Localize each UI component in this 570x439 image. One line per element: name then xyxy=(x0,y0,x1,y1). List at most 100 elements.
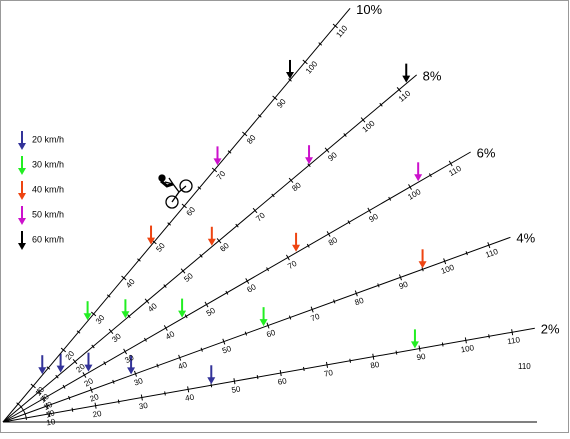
minor-tick xyxy=(288,78,292,82)
tick-mark xyxy=(48,410,51,417)
tick-label: 40 xyxy=(177,360,189,372)
minor-tick xyxy=(112,379,115,384)
ray-label: 8% xyxy=(423,68,442,83)
arrow-head xyxy=(147,237,156,245)
tick-label: 70 xyxy=(323,368,334,379)
tick-label: 90 xyxy=(416,352,427,363)
speed-arrow xyxy=(84,352,93,372)
speed-arrow xyxy=(305,145,314,165)
tick-mark xyxy=(180,268,186,274)
arrow-head xyxy=(213,158,222,166)
tick-mark xyxy=(140,394,143,401)
minor-tick xyxy=(25,415,27,420)
minor-tick xyxy=(137,258,141,262)
tick-mark xyxy=(211,167,218,173)
minor-tick xyxy=(156,363,159,368)
tick-label: 100 xyxy=(440,263,456,276)
tick-mark xyxy=(242,131,248,137)
tick-mark xyxy=(354,290,358,297)
minor-tick xyxy=(421,267,424,272)
arrow-head xyxy=(207,238,216,246)
minor-tick xyxy=(257,114,262,118)
speed-arrow xyxy=(418,249,427,269)
ray xyxy=(2,74,417,423)
tick-label: 50 xyxy=(231,384,242,395)
tick-label: 60 xyxy=(277,376,288,387)
minor-tick xyxy=(225,290,229,295)
extra-label: 110 xyxy=(518,362,531,371)
legend-arrow xyxy=(18,181,26,200)
tick-label: 20 xyxy=(92,409,103,420)
arrow-head xyxy=(18,168,26,175)
tick-mark xyxy=(464,337,467,344)
minor-tick xyxy=(199,253,203,258)
arrow-head xyxy=(178,310,187,318)
minor-tick xyxy=(164,391,166,396)
tick-mark xyxy=(418,345,421,352)
legend-label: 30 km/h xyxy=(32,159,64,169)
ray xyxy=(2,8,351,423)
tick-mark xyxy=(266,322,270,329)
tick-label: 100 xyxy=(460,343,475,354)
minor-tick xyxy=(349,358,351,363)
tick-mark xyxy=(134,370,137,377)
minor-tick xyxy=(197,186,202,190)
legend-label: 50 km/h xyxy=(32,209,64,219)
ray xyxy=(2,236,511,423)
speed-arrow xyxy=(207,226,216,246)
tick-mark xyxy=(204,301,209,308)
arrow-head xyxy=(56,365,65,373)
tick-mark xyxy=(310,306,314,313)
tick-mark xyxy=(367,207,372,214)
minor-tick xyxy=(271,193,275,198)
minor-tick xyxy=(343,133,347,137)
tick-mark xyxy=(123,348,128,355)
tick-mark xyxy=(222,338,226,345)
legend-arrow xyxy=(18,131,26,150)
speed-arrow xyxy=(286,59,295,79)
tick-mark xyxy=(45,402,49,409)
arrow-head xyxy=(418,261,427,269)
tick-mark xyxy=(94,402,97,409)
minor-tick xyxy=(318,42,323,46)
tick-mark xyxy=(36,389,42,395)
speed-arrow xyxy=(83,301,92,321)
tick-label: 50 xyxy=(221,344,233,356)
arrow-head xyxy=(402,75,411,83)
tick-mark xyxy=(443,258,447,265)
minor-tick xyxy=(235,223,239,228)
tick-label: 110 xyxy=(507,335,522,346)
speed-arrow xyxy=(402,63,411,83)
speed-arrow xyxy=(410,329,419,349)
arrow-head xyxy=(305,157,314,165)
minor-tick xyxy=(288,315,292,320)
tick-mark xyxy=(91,311,97,317)
tick-label: 40 xyxy=(184,393,195,404)
minor-tick xyxy=(303,366,305,372)
tick-mark xyxy=(187,386,190,393)
tick-mark xyxy=(326,231,331,237)
tick-mark xyxy=(252,207,258,214)
ray xyxy=(2,327,535,423)
arrow-head xyxy=(292,244,301,252)
minor-tick xyxy=(377,283,380,288)
tick-mark xyxy=(60,347,67,353)
arrow-head xyxy=(83,313,92,321)
arrow-head xyxy=(38,367,47,375)
arrow-head xyxy=(410,341,419,349)
tick-mark xyxy=(511,329,514,336)
tick-mark xyxy=(89,386,93,393)
minor-tick xyxy=(144,337,147,342)
minor-tick xyxy=(388,196,392,201)
speed-arrow xyxy=(259,307,268,327)
speed-arrow xyxy=(56,353,65,373)
legend-label: 40 km/h xyxy=(32,184,64,194)
minor-tick xyxy=(428,173,432,178)
minor-tick xyxy=(465,251,468,256)
ray-label: 2% xyxy=(541,322,560,337)
tick-label: 30 xyxy=(133,376,145,388)
minor-tick xyxy=(68,395,71,400)
tick-label: 110 xyxy=(484,247,500,260)
